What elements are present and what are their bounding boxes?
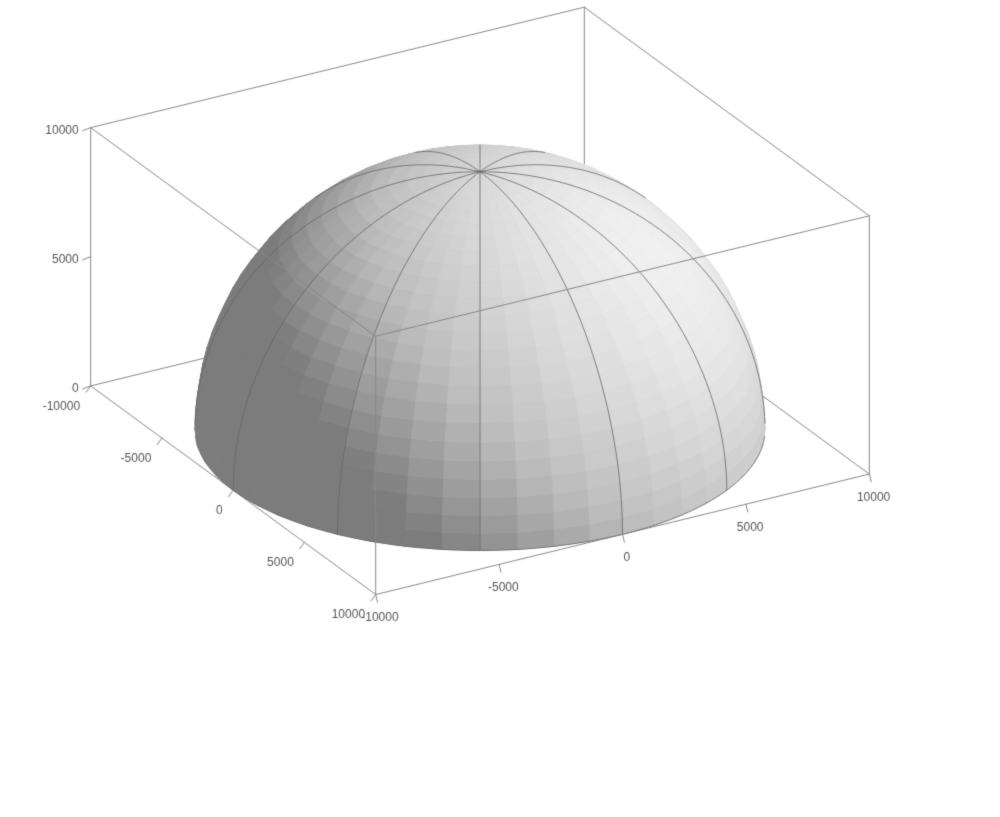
hemisphere-3d-plot — [0, 0, 1000, 817]
